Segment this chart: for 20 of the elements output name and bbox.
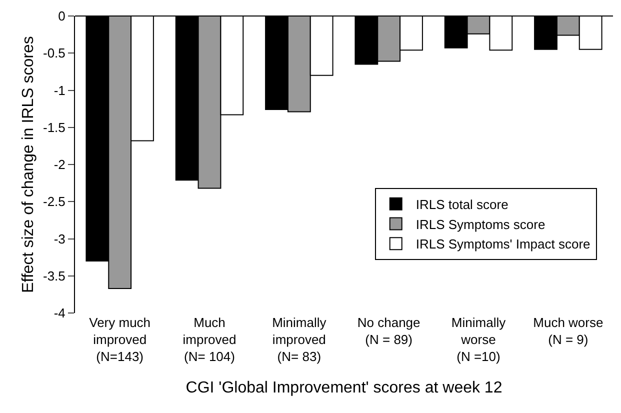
y-tick-label: 0 <box>58 8 66 24</box>
y-tick-label: -3 <box>54 231 66 246</box>
x-tick-label: Much worse (N = 9) <box>533 315 604 347</box>
x-tick-label: Minimally worse (N =10) <box>451 315 506 364</box>
y-tick-label: -2 <box>54 157 66 172</box>
y-tick-label: -1 <box>54 82 66 98</box>
y-tick-label: -3.5 <box>42 268 66 284</box>
legend-label: IRLS total score <box>416 196 508 212</box>
legend-label: IRLS Symptoms score <box>416 216 546 232</box>
x-tick-label: Very much improved (N=143) <box>89 315 151 364</box>
y-tick-label: -0.5 <box>42 46 66 61</box>
x-tick-label: Much improved (N= 104) <box>182 315 236 364</box>
x-axis-title: CGI 'Global Improvement' scores at week 12 <box>186 380 502 396</box>
y-tick-label: -2.5 <box>42 194 66 210</box>
legend-label: IRLS Symptoms' Impact score <box>416 236 590 252</box>
y-tick-label: -4 <box>54 306 66 321</box>
y-tick-label: -1.5 <box>42 120 66 135</box>
y-axis-title: Effect size of change in IRLS scores <box>20 36 37 293</box>
x-tick-label: No change (N = 89) <box>357 315 420 347</box>
x-tick-label: Minimally improved (N= 83) <box>272 315 327 364</box>
